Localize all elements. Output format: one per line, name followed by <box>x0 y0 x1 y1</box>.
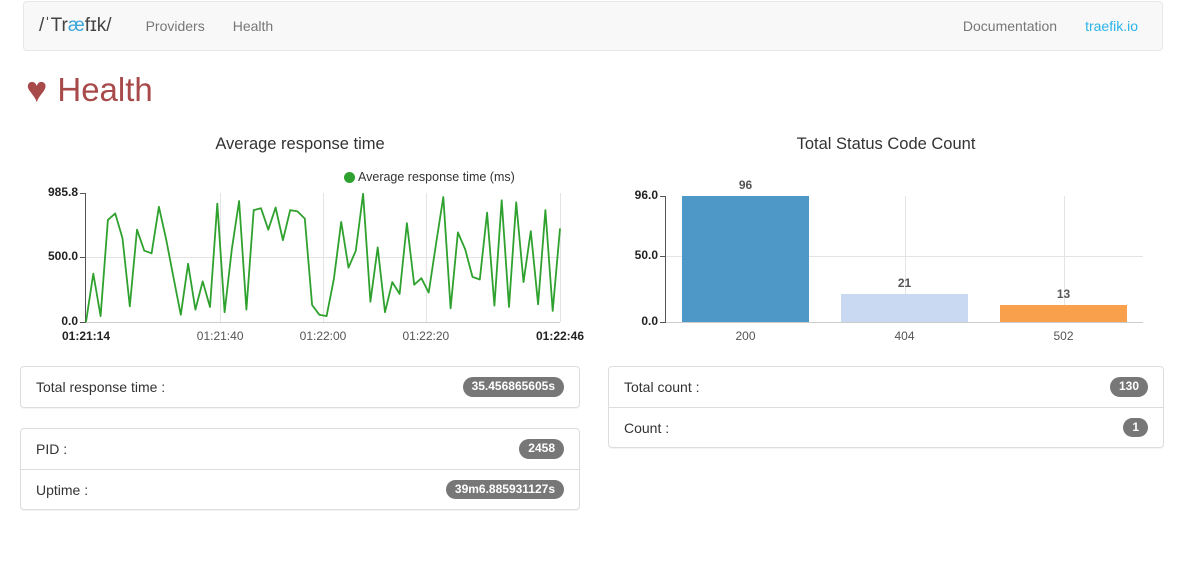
brand-ae: æ <box>67 15 85 36</box>
x-tick-label: 404 <box>894 329 915 343</box>
pid-label: PID : <box>36 441 68 457</box>
stat-row: PID : 2458 <box>21 429 579 469</box>
x-tick-label: 01:21:14 <box>61 329 111 343</box>
gridline <box>425 193 427 322</box>
uptime-badge: 39m6.885931127s <box>445 479 564 500</box>
nav-providers[interactable]: Providers <box>145 18 205 34</box>
brand-logo[interactable]: /ˈTræfɪk/ <box>39 15 112 37</box>
page-title: Health <box>57 71 153 108</box>
axis-tick <box>660 322 666 323</box>
total-response-time-badge: 35.456865605s <box>462 377 564 397</box>
y-tick-label: 96.0 <box>634 188 658 202</box>
total-response-time-label: Total response time : <box>36 379 166 395</box>
counts-panel: Total count : 130 Count : 1 <box>608 366 1164 448</box>
gridline <box>560 193 561 322</box>
stat-row: Uptime : 39m6.885931127s <box>21 469 579 509</box>
stat-row: Total count : 130 <box>609 367 1163 407</box>
total-count-badge: 130 <box>1109 377 1148 397</box>
heart-icon: ♥ <box>26 69 48 111</box>
x-tick-label: 01:22:20 <box>402 329 450 343</box>
brand-prefix: /ˈTr <box>39 15 68 36</box>
nav-health[interactable]: Health <box>232 18 274 34</box>
bar-chart-title: Total Status Code Count <box>796 135 976 153</box>
bar-value-label: 21 <box>897 276 912 291</box>
stat-row: Total response time : 35.456865605s <box>21 367 579 407</box>
x-tick-label: 01:21:40 <box>196 329 244 343</box>
y-tick-label: 500.0 <box>47 248 78 263</box>
axis-tick <box>80 322 86 323</box>
brand-suffix: fɪk/ <box>84 15 112 36</box>
page-header: ♥ Health <box>26 69 153 111</box>
legend-dot-icon <box>344 171 355 183</box>
line-chart-legend: Average response time (ms) <box>344 170 515 184</box>
gridline <box>323 193 324 322</box>
count-label: Count : <box>624 419 670 436</box>
response-time-line <box>85 192 561 323</box>
axis-tick <box>80 256 86 258</box>
response-time-chart: 985.8 500.0 0.0 01:21:14 01:21:40 01:22:00 01:… <box>48 185 584 343</box>
axis-tick <box>80 193 86 194</box>
legend-label: Average response time (ms) <box>358 170 515 184</box>
bar-502 <box>1000 304 1127 322</box>
x-tick-label: 200 <box>735 329 756 343</box>
pid-badge: 2458 <box>519 439 564 459</box>
x-tick-label: 502 <box>1053 329 1074 343</box>
y-tick-label: 985.8 <box>47 185 78 199</box>
navbar: /ˈTræfɪk/ Providers Health Documentation… <box>23 1 1163 51</box>
axis-tick <box>660 256 666 258</box>
navbar-right: Documentation traefik.io <box>949 18 1152 34</box>
process-panel: PID : 2458 Uptime : 39m6.885931127s <box>20 428 580 510</box>
stat-row: Count : 1 <box>609 407 1163 447</box>
gridline <box>1063 196 1065 322</box>
x-tick-label: 01:22:46 <box>535 329 585 343</box>
y-tick-label: 50.0 <box>634 248 658 263</box>
nav-documentation[interactable]: Documentation <box>962 18 1058 34</box>
bar-200 <box>682 196 809 322</box>
uptime-label: Uptime : <box>36 481 89 498</box>
y-tick-label: 0.0 <box>61 314 78 328</box>
status-code-chart: 96.0 50.0 0.0 96 200 21 404 13 502 <box>635 178 1143 343</box>
nav-traefik-io-link[interactable]: traefik.io <box>1085 18 1138 34</box>
total-response-time-panel: Total response time : 35.456865605s <box>20 366 580 408</box>
axis-tick <box>660 196 666 197</box>
bar-value-label: 96 <box>738 178 753 192</box>
line-chart-title: Average response time <box>215 135 385 153</box>
x-tick-label: 01:22:00 <box>299 329 347 343</box>
y-tick-label: 0.0 <box>641 314 658 328</box>
bar-value-label: 13 <box>1056 286 1071 301</box>
total-count-label: Total count : <box>624 379 700 395</box>
count-badge: 1 <box>1123 417 1148 438</box>
gridline <box>904 196 906 322</box>
bar-404 <box>841 294 968 322</box>
